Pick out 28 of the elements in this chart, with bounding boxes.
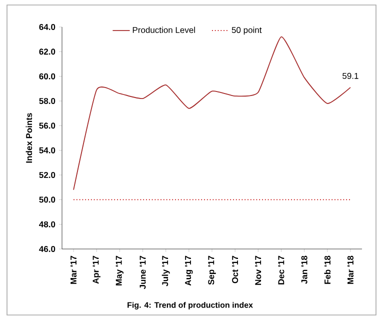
- y-axis-title: Index Points: [26, 113, 32, 163]
- x-tick-label: Sep '17: [208, 256, 216, 285]
- x-tick-label: Apr '17: [92, 256, 100, 284]
- y-tick-label: 58.0: [39, 98, 56, 104]
- y-tick-label: 60.0: [39, 73, 56, 80]
- y-tick-label: 56.0: [39, 122, 56, 129]
- x-tick-label: Feb '18: [324, 256, 330, 284]
- x-tick-label: Nov '17: [255, 256, 262, 285]
- x-tick-label: Mar '18: [347, 256, 354, 284]
- y-tick-label: 54.0: [39, 147, 56, 154]
- x-tick-label: Aug '17: [185, 256, 193, 286]
- y-tick-label: 64.0: [39, 24, 56, 30]
- x-tick-label: Mar '17: [70, 256, 77, 284]
- caption: Fig. 4: Trend of production index: [128, 302, 253, 310]
- y-tick-label: 50.0: [39, 196, 56, 203]
- x-tick-label: Oct '17: [232, 256, 238, 284]
- y-tick-label: 62.0: [39, 48, 56, 55]
- data-label: 59.1: [342, 72, 358, 79]
- y-tick-label: 52.0: [39, 172, 56, 178]
- legend-label: 50 point: [232, 26, 262, 35]
- y-tick-label: 46.0: [39, 246, 56, 252]
- legend-label: Production Level: [132, 26, 195, 33]
- x-tick-label: July '17: [162, 256, 170, 286]
- y-tick-label: 48.0: [39, 221, 56, 228]
- x-tick-label: Dec '17: [278, 256, 284, 284]
- x-tick-label: June '17: [140, 256, 146, 290]
- x-tick-label: May '17: [116, 256, 124, 286]
- x-tick-label: Jan '18: [301, 256, 308, 284]
